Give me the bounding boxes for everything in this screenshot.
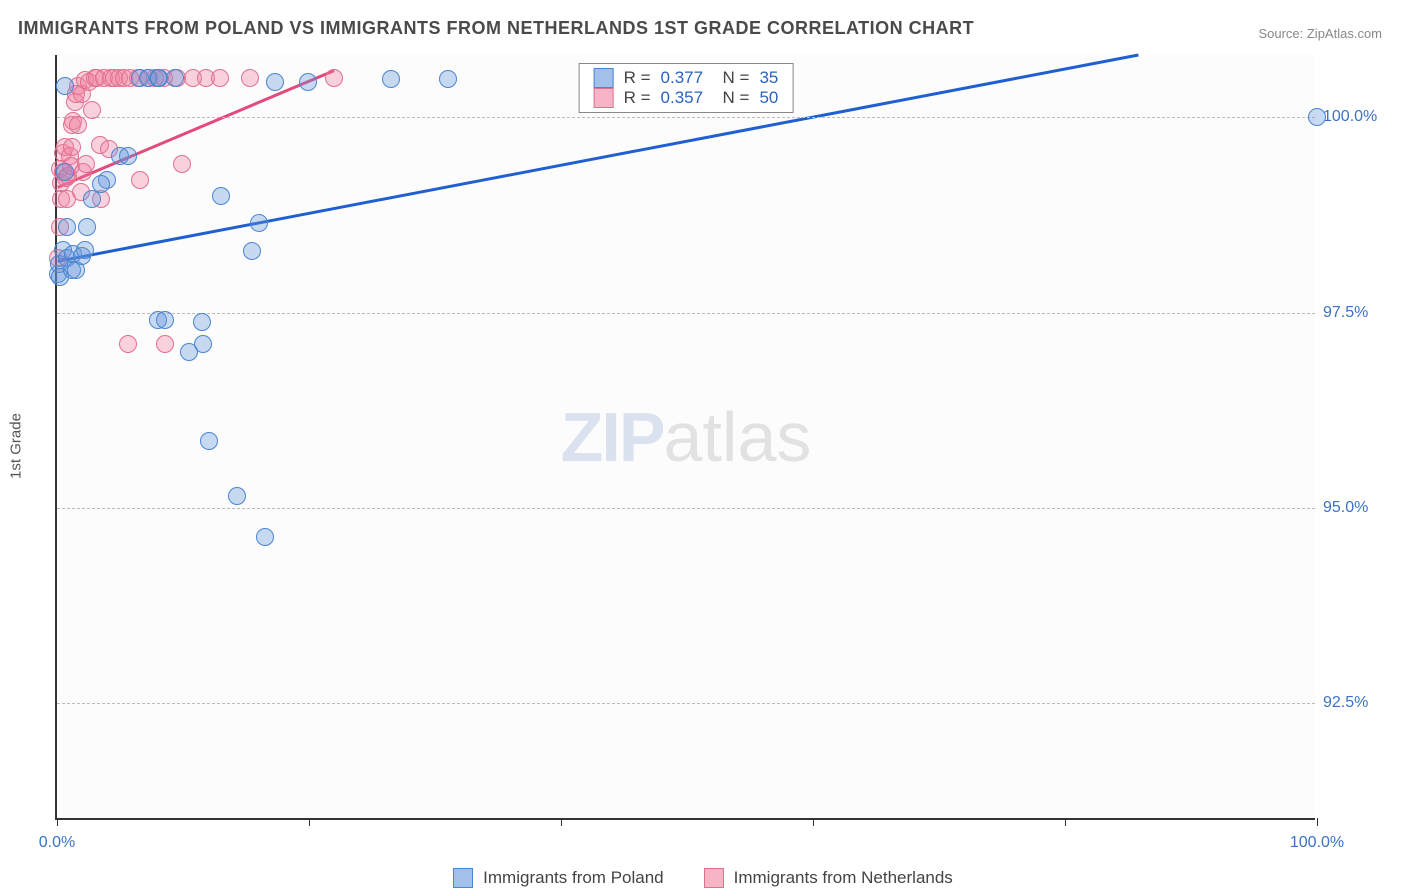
data-point-blue — [212, 187, 230, 205]
data-point-blue — [83, 190, 101, 208]
data-point-blue — [299, 73, 317, 91]
data-point-blue — [243, 242, 261, 260]
x-tick-label: 100.0% — [1290, 834, 1344, 852]
x-tick-mark — [561, 818, 562, 826]
data-point-pink — [156, 335, 174, 353]
legend-pink-r: 0.357 — [661, 88, 704, 108]
data-point-blue — [58, 218, 76, 236]
data-point-blue — [150, 69, 168, 87]
data-point-blue — [250, 214, 268, 232]
data-point-blue — [156, 311, 174, 329]
x-tick-mark — [813, 818, 814, 826]
data-point-blue — [266, 73, 284, 91]
y-tick-label: 97.5% — [1323, 304, 1403, 322]
y-tick-label: 100.0% — [1323, 108, 1403, 126]
data-point-blue — [228, 487, 246, 505]
scatter-chart: ZIPatlas R = 0.377 N = 35 R = 0.357 N = … — [55, 55, 1315, 820]
swatch-pink-icon — [704, 868, 724, 888]
data-point-pink — [131, 171, 149, 189]
swatch-pink-icon — [594, 88, 614, 108]
x-tick-mark — [1065, 818, 1066, 826]
data-point-pink — [173, 155, 191, 173]
legend-row-blue: R = 0.377 N = 35 — [594, 68, 779, 88]
gridline — [57, 117, 1315, 118]
data-point-blue — [92, 175, 110, 193]
legend-r-label: R = — [624, 88, 651, 108]
gridline — [57, 313, 1315, 314]
data-point-blue — [382, 70, 400, 88]
y-tick-label: 95.0% — [1323, 499, 1403, 517]
data-point-blue — [193, 313, 211, 331]
data-point-blue — [166, 69, 184, 87]
data-point-pink — [119, 335, 137, 353]
x-tick-mark — [57, 818, 58, 826]
gridline — [57, 703, 1315, 704]
source-label: Source: ZipAtlas.com — [1258, 26, 1382, 41]
data-point-pink — [325, 69, 343, 87]
data-point-blue — [76, 241, 94, 259]
gridline — [57, 508, 1315, 509]
data-point-blue — [200, 432, 218, 450]
data-point-pink — [83, 101, 101, 119]
legend-r-label: R = — [624, 68, 651, 88]
correlation-legend: R = 0.377 N = 35 R = 0.357 N = 50 — [579, 63, 794, 113]
legend-row-pink: R = 0.357 N = 50 — [594, 88, 779, 108]
data-point-blue — [439, 70, 457, 88]
legend-n-label: N = — [713, 68, 749, 88]
swatch-blue-icon — [594, 68, 614, 88]
data-point-blue — [78, 218, 96, 236]
data-point-blue — [119, 147, 137, 165]
legend-item-pink: Immigrants from Netherlands — [704, 868, 953, 888]
x-tick-mark — [309, 818, 310, 826]
data-point-blue — [56, 163, 74, 181]
y-tick-label: 92.5% — [1323, 694, 1403, 712]
legend-blue-name: Immigrants from Poland — [483, 868, 663, 888]
data-point-blue — [56, 77, 74, 95]
data-point-pink — [211, 69, 229, 87]
data-point-pink — [69, 116, 87, 134]
chart-title: IMMIGRANTS FROM POLAND VS IMMIGRANTS FRO… — [18, 18, 974, 39]
trendline-pink — [58, 71, 334, 188]
legend-item-blue: Immigrants from Poland — [453, 868, 663, 888]
data-point-blue — [1308, 108, 1326, 126]
y-axis-label: 1st Grade — [8, 413, 25, 479]
legend-n-label: N = — [713, 88, 749, 108]
data-point-pink — [77, 155, 95, 173]
data-point-blue — [194, 335, 212, 353]
legend-pink-name: Immigrants from Netherlands — [734, 868, 953, 888]
legend-blue-r: 0.377 — [661, 68, 704, 88]
data-point-blue — [256, 528, 274, 546]
legend-pink-n: 50 — [759, 88, 778, 108]
x-tick-mark — [1317, 818, 1318, 826]
series-legend: Immigrants from Poland Immigrants from N… — [0, 868, 1406, 888]
legend-blue-n: 35 — [759, 68, 778, 88]
data-point-pink — [63, 138, 81, 156]
data-point-pink — [241, 69, 259, 87]
x-tick-label: 0.0% — [39, 834, 75, 852]
swatch-blue-icon — [453, 868, 473, 888]
